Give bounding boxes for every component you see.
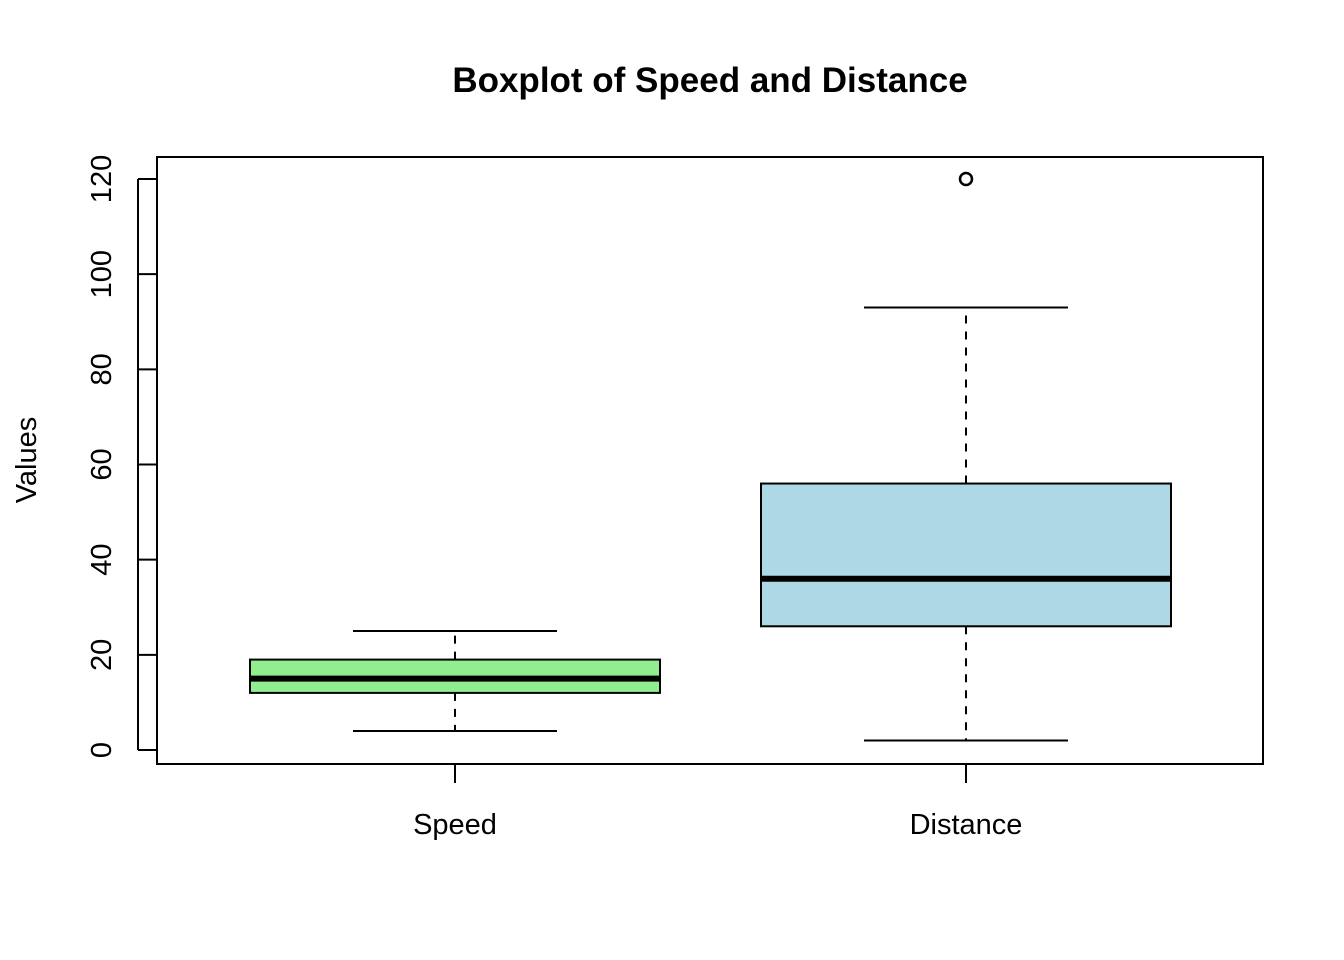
- chart-title: Boxplot of Speed and Distance: [452, 61, 967, 100]
- x-tick-label: Speed: [413, 809, 497, 841]
- y-tick-label: 120: [86, 155, 118, 203]
- outlier-point: [958, 171, 974, 187]
- y-tick-label: 20: [86, 639, 118, 671]
- x-tick-label: Distance: [910, 809, 1023, 841]
- y-axis-label: Values: [11, 417, 43, 504]
- y-tick-label: 80: [86, 353, 118, 385]
- plot-frame: [156, 156, 1264, 765]
- box-distance: [760, 171, 1172, 742]
- iqr-box: [760, 482, 1172, 628]
- y-axis: 0 20 40 60 80 100 120: [86, 155, 157, 758]
- y-tick-label: 100: [86, 250, 118, 298]
- boxes: [249, 171, 1172, 742]
- y-tick-label: 0: [86, 742, 118, 758]
- y-tick-label: 60: [86, 448, 118, 480]
- box-speed: [249, 630, 661, 732]
- x-axis: Speed Distance: [413, 764, 1022, 841]
- y-tick-label: 40: [86, 544, 118, 576]
